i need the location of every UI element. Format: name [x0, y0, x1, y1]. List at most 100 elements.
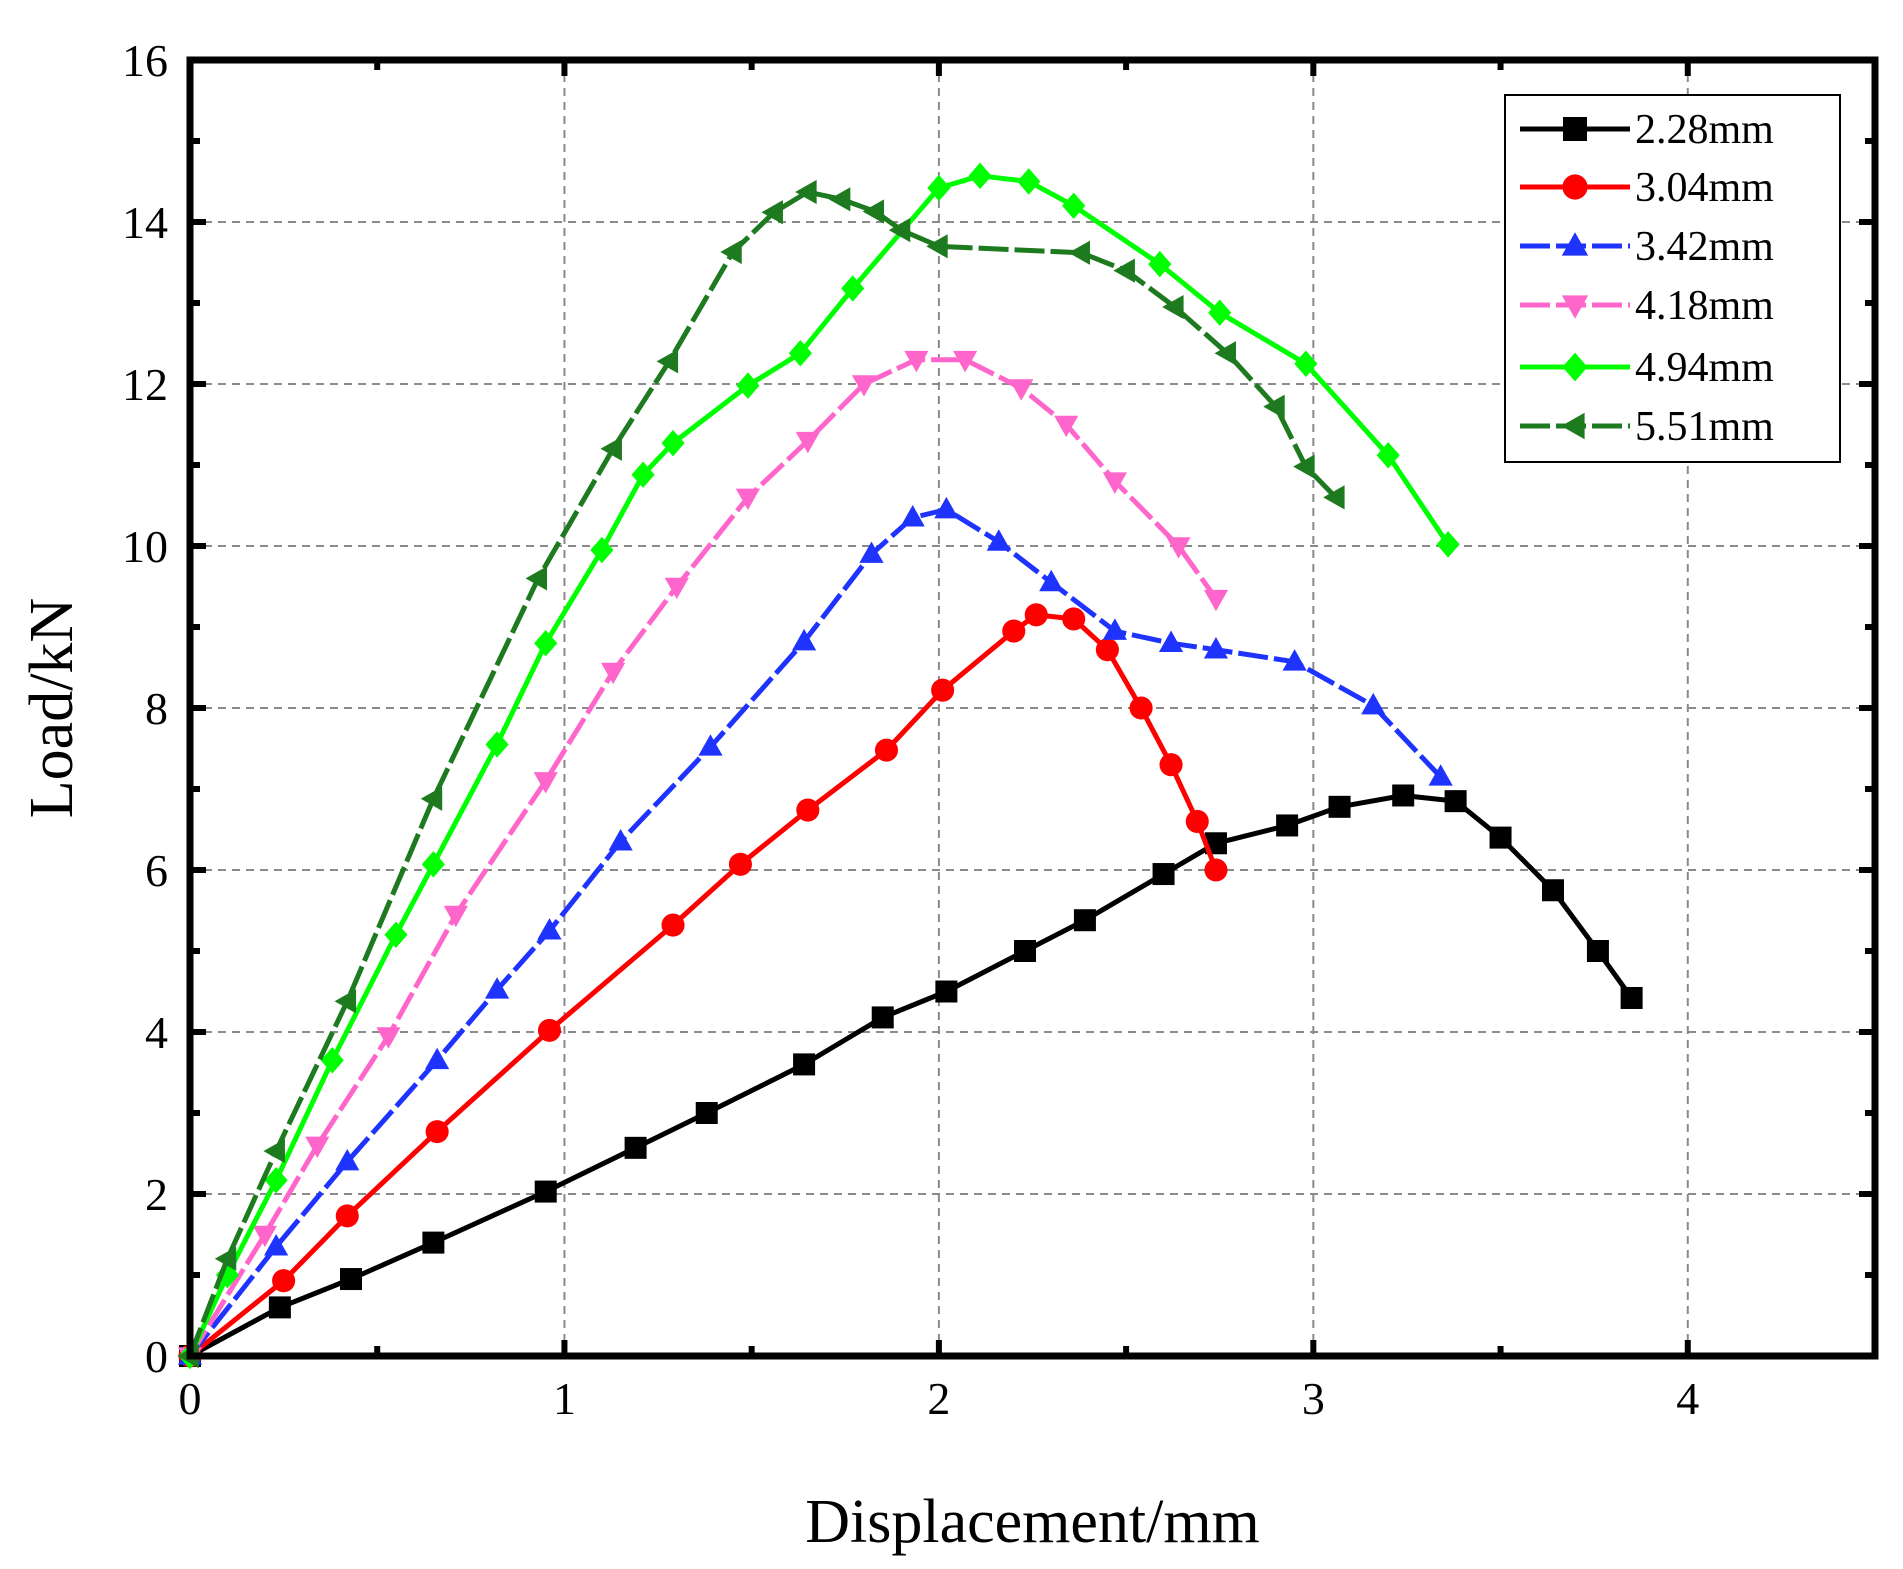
data-point — [1102, 472, 1127, 494]
data-point — [1102, 618, 1127, 640]
data-point — [796, 798, 820, 822]
series-line — [188, 507, 1443, 1358]
data-point — [590, 536, 614, 564]
x-axis-title: Displacement/mm — [805, 1488, 1260, 1556]
y-tick-label: 8 — [145, 683, 168, 734]
y-tick-label: 6 — [145, 845, 168, 896]
data-point — [425, 1047, 450, 1070]
x-tick-label: 3 — [1302, 1373, 1325, 1424]
series-line — [187, 357, 1219, 1358]
data-point — [1489, 826, 1512, 849]
data-point — [851, 375, 877, 397]
data-point — [1014, 940, 1037, 962]
data-point — [1159, 753, 1183, 777]
x-tick-label: 1 — [553, 1373, 576, 1424]
data-point — [1185, 809, 1209, 833]
data-point — [268, 1296, 291, 1319]
data-point — [601, 662, 626, 685]
data-point — [1068, 240, 1090, 265]
x-tick-labels: 0 1 2 3 4 — [179, 1373, 1700, 1424]
series-3.04mm — [178, 603, 1228, 1368]
data-point — [340, 1268, 363, 1291]
data-point — [1214, 341, 1237, 366]
data-point — [1376, 442, 1400, 469]
legend-label: 3.04mm — [1635, 165, 1774, 211]
data-point — [335, 1204, 359, 1228]
data-point — [735, 488, 761, 511]
data-point — [934, 496, 959, 519]
data-point — [537, 1018, 562, 1042]
data-point — [631, 461, 655, 488]
data-point — [761, 200, 783, 225]
x-tick-label: 0 — [179, 1373, 202, 1424]
legend-label: 5.51mm — [1635, 404, 1774, 450]
data-point — [859, 541, 884, 563]
data-point — [425, 1120, 449, 1144]
data-point — [624, 1136, 647, 1159]
data-point — [1328, 795, 1351, 818]
data-point — [695, 1102, 718, 1124]
data-point — [927, 174, 951, 202]
data-point — [1204, 858, 1228, 882]
data-point — [1293, 454, 1315, 479]
data-point — [600, 436, 622, 461]
data-point — [953, 350, 978, 373]
data-point — [1017, 168, 1041, 195]
data-point — [1073, 909, 1096, 932]
data-point — [1166, 537, 1191, 559]
series-4.94mm — [178, 162, 1460, 1370]
data-point — [736, 372, 760, 399]
series-line — [187, 189, 1338, 1357]
data-point — [422, 1231, 445, 1254]
data-point — [1294, 350, 1318, 377]
data-point — [793, 1053, 816, 1076]
data-point — [841, 275, 865, 302]
data-point — [664, 577, 689, 600]
data-point — [215, 1261, 239, 1289]
data-point — [420, 786, 443, 811]
data-point — [828, 187, 851, 212]
data-point — [728, 852, 752, 876]
y-tick-label: 10 — [122, 521, 168, 572]
x-tick-label: 2 — [927, 1373, 950, 1424]
data-point — [421, 851, 445, 878]
data-point — [1361, 692, 1386, 715]
legend-marker — [1563, 117, 1587, 141]
data-point — [871, 1006, 894, 1029]
legend-label: 4.18mm — [1635, 283, 1774, 329]
data-point — [214, 1246, 237, 1271]
data-point — [1009, 379, 1034, 401]
legend-marker — [1561, 295, 1589, 319]
data-point — [862, 199, 885, 224]
data-point — [1203, 637, 1229, 659]
data-point — [335, 1148, 360, 1171]
data-point — [1095, 638, 1119, 662]
y-tick-label: 16 — [122, 35, 168, 86]
data-point — [334, 989, 357, 1014]
data-point — [1263, 394, 1285, 419]
data-point — [935, 980, 958, 1003]
data-point — [1586, 940, 1609, 962]
legend-marker — [1561, 232, 1589, 256]
data-point — [1148, 250, 1172, 278]
y-tick-label: 14 — [122, 197, 168, 248]
series-line — [188, 793, 1634, 1359]
data-point — [926, 234, 948, 259]
data-point — [698, 734, 723, 756]
y-tick-labels: 0 2 4 6 8 10 12 14 16 — [122, 35, 168, 1382]
data-point — [533, 772, 558, 794]
data-point — [1282, 649, 1307, 671]
data-point — [1620, 986, 1643, 1009]
data-point — [1323, 485, 1345, 510]
data-point — [1113, 258, 1135, 283]
y-axis-title: Load/kN — [18, 598, 86, 818]
y-tick-label: 0 — [145, 1331, 168, 1382]
data-point — [1062, 607, 1086, 631]
data-point — [305, 1136, 330, 1159]
data-point — [534, 630, 558, 657]
data-point — [272, 1269, 296, 1293]
data-point — [1129, 696, 1153, 720]
data-point — [1444, 790, 1467, 813]
data-point — [384, 921, 408, 948]
